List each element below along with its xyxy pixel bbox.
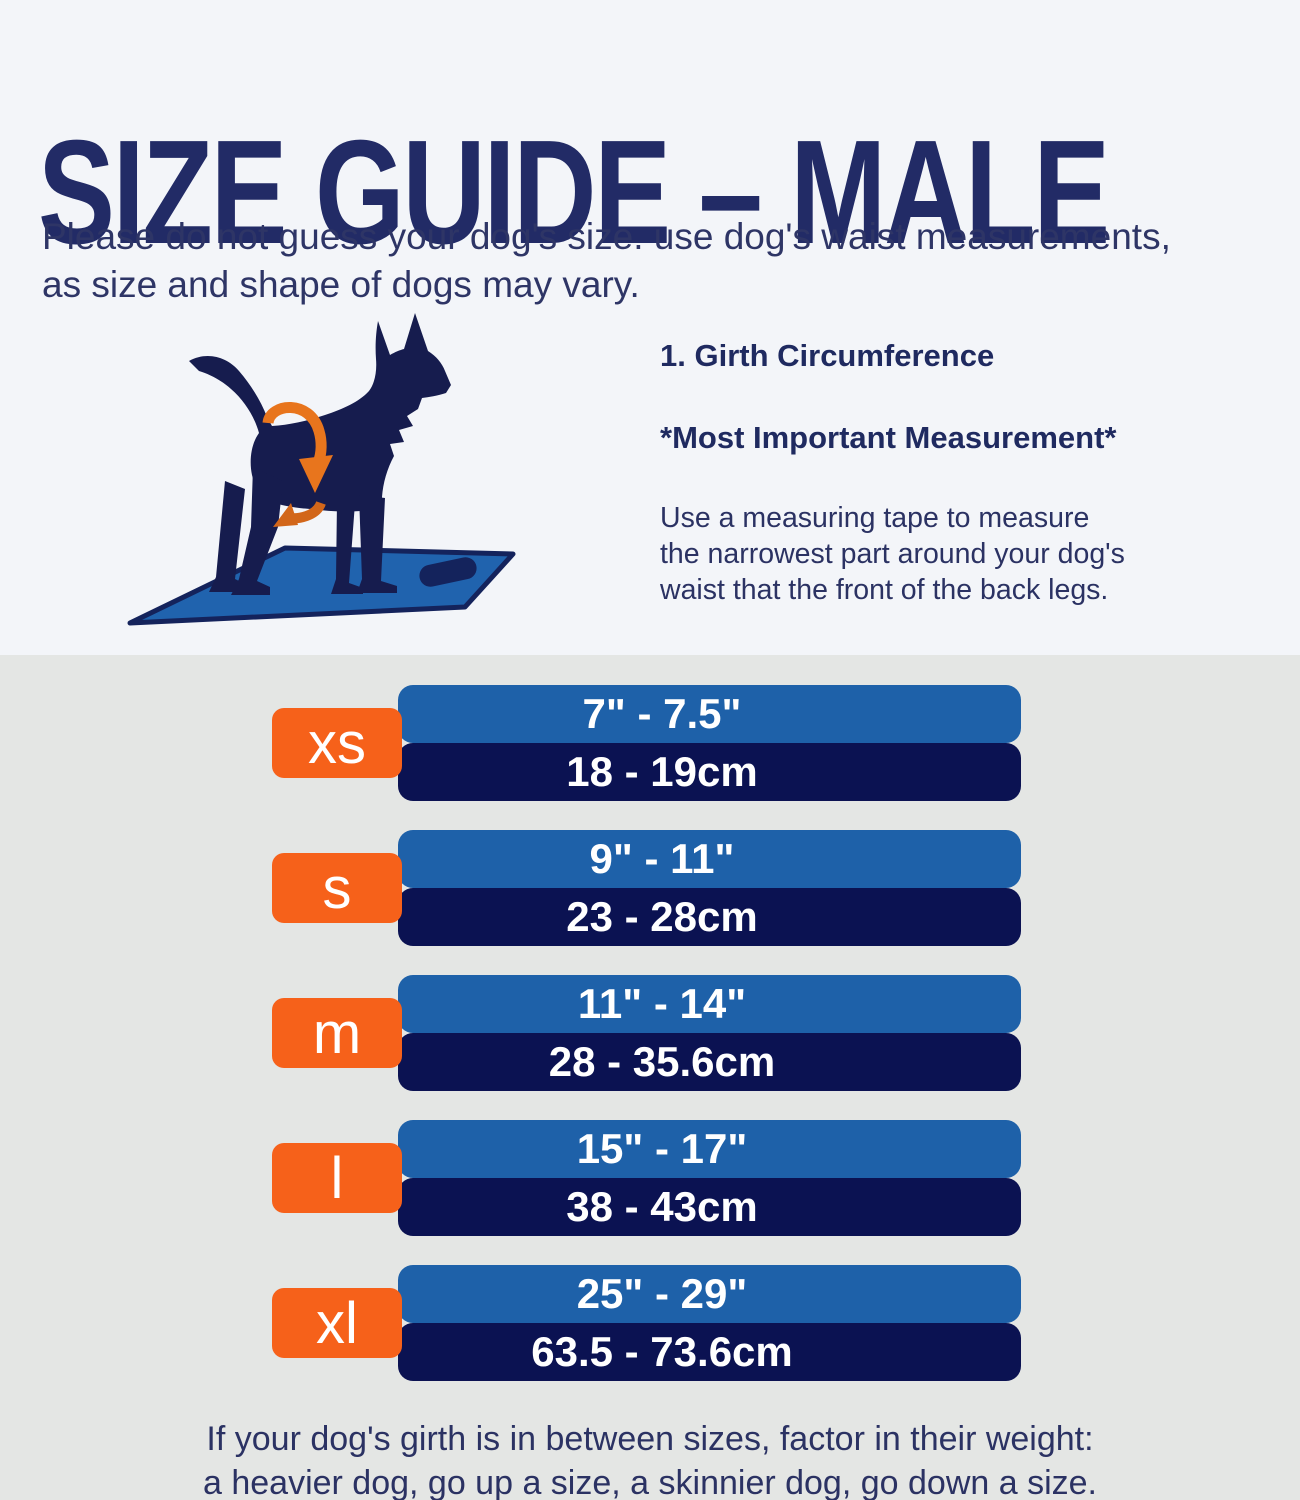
size-label-badge: m — [272, 998, 402, 1068]
size-label-badge: s — [272, 853, 402, 923]
instructions-line-1: Use a measuring tape to measure — [660, 502, 1090, 534]
size-row-m: m 11" - 14" 28 - 35.6cm — [0, 975, 1300, 1091]
measurement-instructions: Use a measuring tape to measure the narro… — [660, 500, 1260, 608]
girth-measuring-arrow-icon — [262, 402, 333, 527]
girth-step-heading: 1. Girth Circumference — [660, 338, 995, 373]
girth-inches-value: 25" - 29" — [576, 1270, 748, 1317]
girth-cm-bar: 18 - 19cm — [398, 743, 1021, 801]
girth-inches-bar: 11" - 14" — [398, 975, 1021, 1033]
dog-measurement-illustration — [85, 295, 635, 640]
size-label-badge: xl — [272, 1288, 402, 1358]
girth-cm-value: 28 - 35.6cm — [548, 1038, 776, 1085]
girth-inches-bar: 25" - 29" — [398, 1265, 1021, 1323]
size-row-l: l 15" - 17" 38 - 43cm — [0, 1120, 1300, 1236]
girth-inches-value: 15" - 17" — [576, 1125, 748, 1172]
instructions-line-3: waist that the front of the back legs. — [660, 574, 1109, 606]
importance-note: *Most Important Measurement* — [660, 420, 1117, 455]
size-row-xl: xl 25" - 29" 63.5 - 73.6cm — [0, 1265, 1300, 1381]
girth-inches-bar: 7" - 7.5" — [398, 685, 1021, 743]
page-title: SIZE GUIDE – MALE — [38, 110, 1110, 276]
size-label-badge: xs — [272, 708, 402, 778]
girth-inches-bar: 15" - 17" — [398, 1120, 1021, 1178]
girth-inches-value: 11" - 14" — [577, 980, 747, 1027]
girth-cm-value: 38 - 43cm — [566, 1183, 758, 1230]
girth-cm-value: 23 - 28cm — [566, 893, 758, 940]
advice-line-2: a heavier dog, go up a size, a skinnier … — [202, 1464, 1097, 1500]
intro-line-2: as size and shape of dogs may vary. — [42, 264, 640, 305]
intro-text: Please do not guess your dog's size. use… — [42, 213, 1171, 309]
girth-cm-bar: 38 - 43cm — [398, 1178, 1021, 1236]
girth-cm-bar: 23 - 28cm — [398, 888, 1021, 946]
instructions-line-2: the narrowest part around your dog's — [660, 538, 1125, 570]
girth-inches-value: 9" - 11" — [589, 835, 735, 882]
girth-inches-value: 7" - 7.5" — [582, 690, 742, 737]
mat-icon — [127, 545, 516, 626]
dog-silhouette-icon — [189, 313, 451, 595]
girth-cm-bar: 63.5 - 73.6cm — [398, 1323, 1021, 1381]
advice-line-1: If your dog's girth is in between sizes,… — [206, 1420, 1094, 1458]
size-label-badge: l — [272, 1143, 402, 1213]
size-row-s: s 9" - 11" 23 - 28cm — [0, 830, 1300, 946]
size-chart-section: xs 7" - 7.5" 18 - 19cm s 9" - 11" 23 - 2… — [0, 655, 1300, 1500]
dog-girth-illustration-svg — [127, 313, 516, 626]
girth-cm-value: 18 - 19cm — [566, 748, 758, 795]
girth-cm-value: 63.5 - 73.6cm — [531, 1328, 793, 1375]
header-section: SIZE GUIDE – MALE Please do not guess yo… — [0, 0, 1300, 655]
girth-inches-bar: 9" - 11" — [398, 830, 1021, 888]
intro-line-1: Please do not guess your dog's size. use… — [42, 216, 1171, 257]
measurement-info-block: 1. Girth Circumference *Most Important M… — [660, 338, 1260, 608]
sizing-advice-note: If your dog's girth is in between sizes,… — [0, 1417, 1300, 1500]
girth-cm-bar: 28 - 35.6cm — [398, 1033, 1021, 1091]
size-row-xs: xs 7" - 7.5" 18 - 19cm — [0, 685, 1300, 801]
